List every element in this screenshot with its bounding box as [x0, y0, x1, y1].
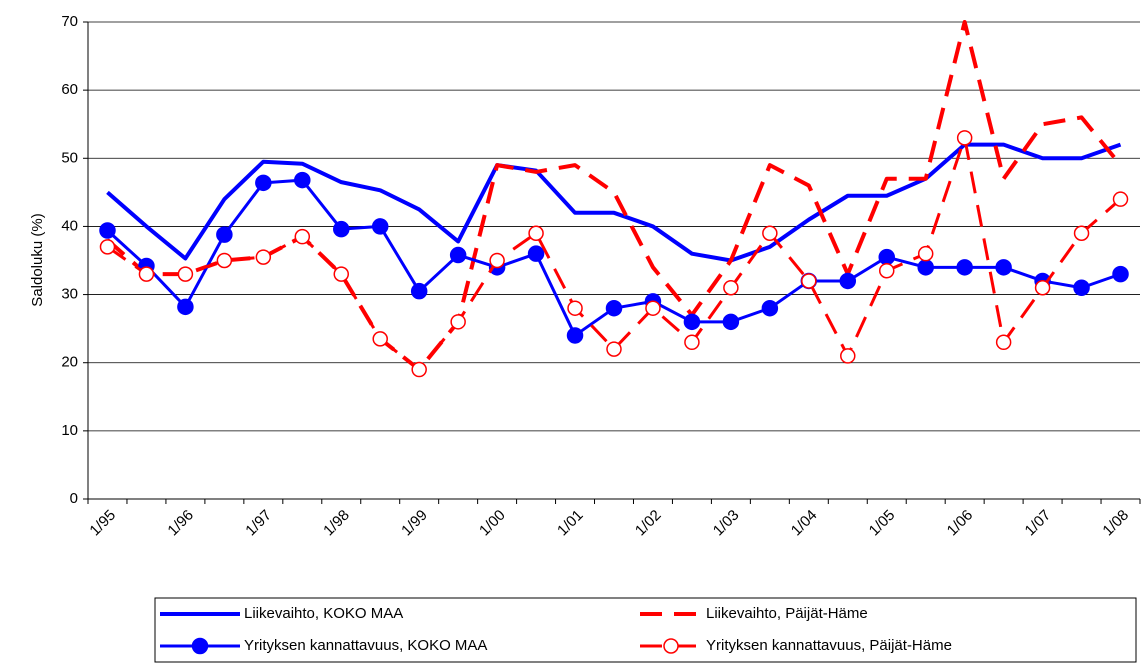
x-tick-label: 1/00: [476, 507, 509, 540]
marker: [762, 225, 778, 241]
marker: [839, 272, 857, 290]
legend-label: Yrityksen kannattavuus, KOKO MAA: [244, 637, 487, 654]
y-tick-label: 70: [61, 13, 78, 30]
marker: [372, 331, 388, 347]
marker: [1034, 280, 1051, 296]
marker: [527, 245, 545, 262]
series-line: [106, 20, 1123, 372]
marker: [566, 327, 584, 344]
y-tick-label: 40: [61, 217, 78, 234]
x-tick-label: 1/02: [632, 507, 665, 540]
legend-label: Liikevaihto, KOKO MAA: [244, 605, 403, 622]
marker: [645, 300, 661, 316]
marker: [294, 228, 311, 245]
marker: [1112, 191, 1129, 207]
y-tick-label: 10: [61, 422, 78, 439]
marker: [606, 341, 622, 357]
marker: [995, 259, 1012, 276]
marker: [449, 246, 467, 264]
legend-box: [154, 597, 1137, 663]
marker: [333, 266, 350, 282]
x-tick-label: 1/08: [1099, 507, 1132, 540]
marker: [138, 266, 155, 282]
y-tick-label: 20: [61, 354, 78, 371]
marker: [840, 348, 856, 364]
x-tick-label: 1/04: [788, 507, 821, 540]
x-tick-label: 1/99: [398, 507, 431, 540]
marker: [723, 280, 739, 296]
marker: [99, 239, 116, 255]
legend-label: Yrityksen kannattavuus, Päijät-Häme: [706, 637, 952, 654]
x-tick-label: 1/97: [242, 507, 275, 540]
y-tick-label: 50: [61, 149, 78, 166]
marker: [528, 225, 544, 241]
marker: [801, 273, 817, 289]
marker: [683, 313, 701, 331]
marker: [371, 218, 389, 235]
marker: [956, 259, 973, 276]
marker: [99, 222, 116, 239]
series-line: [106, 142, 1122, 263]
marker: [216, 226, 233, 243]
y-axis-label: Saldoluku (%): [29, 213, 46, 306]
x-tick-label: 1/01: [554, 507, 587, 540]
marker: [489, 252, 505, 269]
marker: [605, 299, 623, 317]
marker: [177, 266, 194, 282]
legend-marker: [663, 638, 679, 654]
marker: [411, 361, 427, 378]
marker: [956, 130, 973, 146]
x-tick-label: 1/07: [1022, 507, 1055, 540]
x-tick-label: 1/96: [164, 507, 197, 540]
marker: [722, 313, 740, 331]
marker: [294, 171, 311, 189]
marker: [878, 248, 895, 266]
marker: [410, 282, 428, 300]
marker: [917, 259, 934, 276]
series-line: [106, 136, 1122, 372]
marker: [177, 298, 194, 316]
y-tick-label: 60: [61, 81, 78, 98]
marker: [1112, 265, 1129, 283]
marker: [216, 252, 233, 269]
marker: [567, 300, 583, 316]
marker: [255, 249, 272, 265]
marker: [761, 299, 779, 317]
y-tick-label: 0: [70, 490, 78, 507]
legend-label: Liikevaihto, Päijät-Häme: [706, 605, 868, 622]
marker: [1073, 225, 1090, 241]
marker: [995, 334, 1012, 351]
x-tick-label: 1/98: [320, 507, 353, 540]
marker: [333, 220, 350, 238]
marker: [917, 245, 934, 262]
legend-marker: [191, 637, 209, 655]
marker: [1073, 279, 1090, 297]
marker: [684, 334, 700, 351]
x-tick-label: 1/03: [710, 507, 743, 540]
x-tick-label: 1/95: [86, 507, 119, 540]
x-tick-label: 1/06: [944, 507, 977, 540]
marker: [255, 174, 272, 192]
marker: [450, 314, 466, 330]
marker: [878, 262, 895, 279]
y-tick-label: 30: [61, 286, 78, 303]
x-tick-label: 1/05: [866, 507, 899, 540]
